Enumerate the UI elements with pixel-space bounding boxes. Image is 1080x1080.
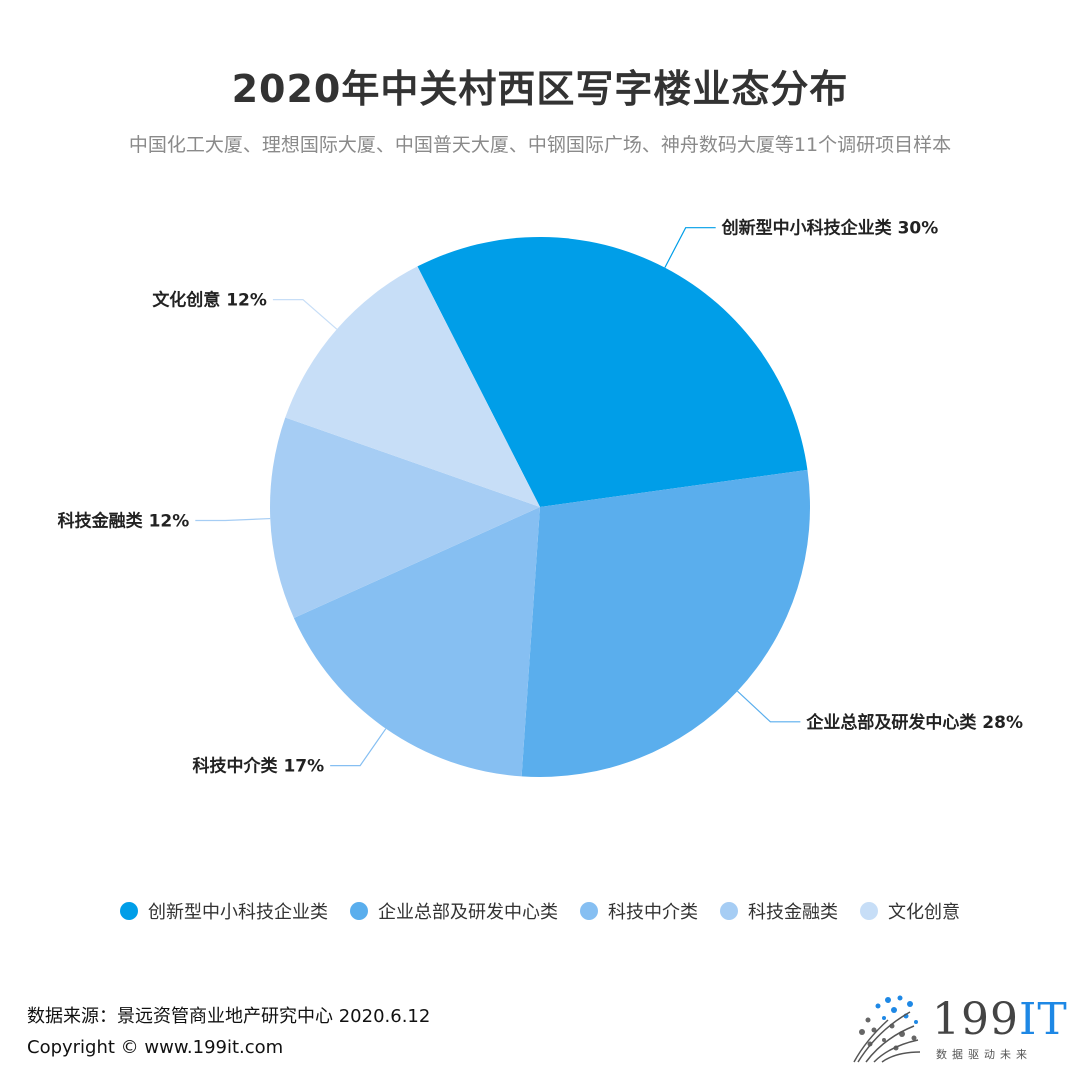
- pie-slice-4[interactable]: [285, 266, 540, 507]
- legend-label-0: 创新型中小科技企业类: [148, 902, 328, 923]
- pie-slice-2[interactable]: [293, 507, 540, 777]
- legend-item-3[interactable]: 科技金融类: [720, 898, 838, 924]
- pie-chart: 创新型中小科技企业类 30% 企业总部及研发中心类 28% 科技中介类 17% 科技金…: [58, 218, 1023, 777]
- slice-label-3: 科技金融类 12%: [58, 510, 190, 531]
- chart-legend: 创新型中小科技企业类 企业总部及研发中心类 科技中介类 科技金融类 文化创意: [0, 898, 1080, 924]
- legend-dot-3: [720, 902, 738, 920]
- legend-dot-0: [120, 902, 138, 920]
- legend-label-1: 企业总部及研发中心类: [378, 902, 558, 923]
- legend-item-4[interactable]: 文化创意: [860, 898, 960, 924]
- legend-item-2[interactable]: 科技中介类: [580, 898, 698, 924]
- legend-dot-2: [580, 902, 598, 920]
- legend-dot-4: [860, 902, 878, 920]
- chart-subtitle: 中国化工大厦、理想国际大厦、中国普天大厦、中钢国际广场、神舟数码大厦等11个调研…: [128, 134, 952, 156]
- slice-label-4: 文化创意 12%: [152, 290, 267, 311]
- slice-label-1: 企业总部及研发中心类 28%: [805, 712, 1023, 733]
- chart-title: 2020年中关村西区写字楼业态分布: [231, 67, 849, 111]
- legend-dot-1: [350, 902, 368, 920]
- legend-label-3: 科技金融类: [748, 902, 838, 923]
- legend-item-1[interactable]: 企业总部及研发中心类: [350, 898, 558, 924]
- legend-item-0[interactable]: 创新型中小科技企业类: [120, 898, 328, 924]
- logo-dots-icon: [853, 995, 921, 1063]
- leader-line-1: [737, 690, 801, 723]
- leader-line-3: [195, 517, 271, 522]
- pie-slice-1[interactable]: [521, 469, 810, 777]
- source-note: 数据来源：景远资管商业地产研究中心 2020.6.12: [27, 1006, 431, 1027]
- legend-label-2: 科技中介类: [608, 902, 698, 923]
- pie-slice-3[interactable]: [270, 417, 540, 618]
- pie-slice-0[interactable]: [417, 237, 808, 507]
- slice-label-0: 创新型中小科技企业类 30%: [721, 218, 939, 239]
- slice-label-2: 科技中介类 17%: [193, 756, 325, 777]
- leader-line-0: [664, 227, 716, 268]
- leader-line-2: [330, 728, 387, 767]
- brand-logo: 199IT 数据驱动未来: [848, 990, 1067, 1065]
- logo-tagline: 数据驱动未来: [936, 1048, 1032, 1061]
- copyright-note: Copyright © www.199it.com: [27, 1037, 284, 1058]
- logo-wordmark: 199IT: [932, 994, 1068, 1045]
- legend-label-4: 文化创意: [888, 902, 960, 923]
- leader-line-4: [272, 298, 338, 330]
